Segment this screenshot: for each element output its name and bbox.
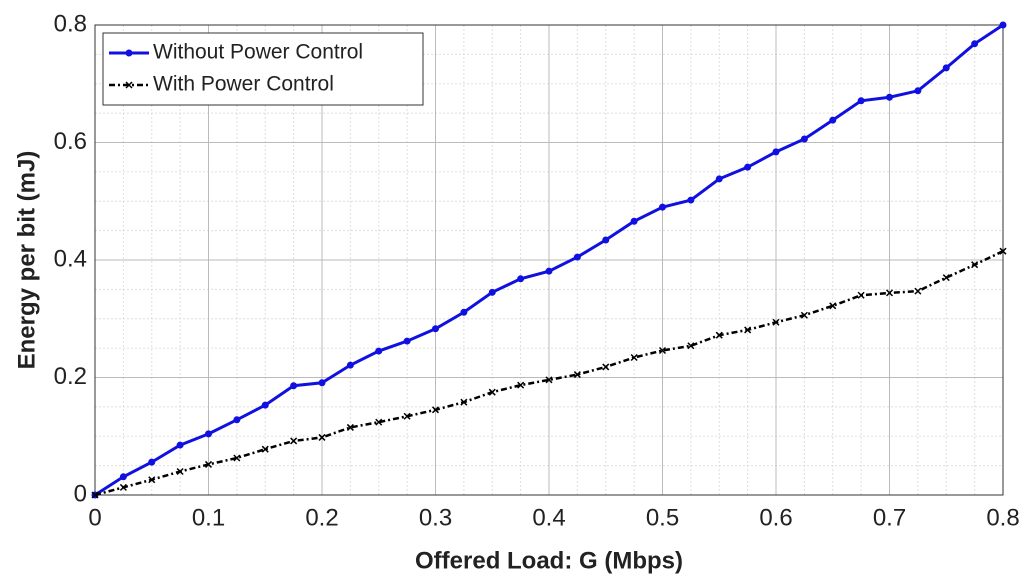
point <box>971 40 979 48</box>
point <box>148 476 156 484</box>
x-tick-label: 0.8 <box>986 504 1019 531</box>
point <box>800 135 808 143</box>
point <box>176 467 184 476</box>
legend-marker <box>125 81 133 89</box>
point <box>829 116 837 124</box>
point <box>744 326 752 334</box>
point <box>999 247 1007 255</box>
y-tick-label: 0.4 <box>54 245 87 272</box>
point <box>630 217 638 225</box>
point <box>545 267 553 275</box>
point <box>205 430 212 438</box>
point <box>517 381 525 389</box>
y-tick-label: 0 <box>74 480 87 507</box>
point <box>148 458 156 466</box>
legend-box <box>102 32 424 106</box>
point <box>630 353 638 362</box>
point <box>715 175 723 183</box>
x-tick-label: 0.1 <box>192 504 225 531</box>
point <box>233 454 241 462</box>
x-tick-label: 0 <box>88 504 101 531</box>
point <box>517 275 525 283</box>
point <box>687 196 695 204</box>
point <box>602 363 610 371</box>
point <box>346 361 354 369</box>
point <box>375 347 383 355</box>
x-tick-label: 0.6 <box>759 504 792 531</box>
point <box>658 346 667 355</box>
y-tick-label: 0.6 <box>54 128 87 155</box>
point <box>971 261 979 269</box>
point <box>772 318 780 326</box>
x-tick-label: 0.2 <box>305 504 338 531</box>
point <box>715 331 723 339</box>
axes-box <box>94 24 1004 496</box>
point <box>431 406 440 414</box>
legend-marker <box>125 49 133 57</box>
point <box>800 311 808 319</box>
point <box>290 437 298 445</box>
point <box>432 325 439 333</box>
point <box>460 308 468 316</box>
point <box>318 379 326 387</box>
point <box>375 418 383 426</box>
point <box>261 401 269 409</box>
point <box>857 291 865 299</box>
x-tick-label: 0.7 <box>873 504 906 531</box>
y-axis-label: Energy per bit (mJ) <box>13 151 40 370</box>
point <box>233 416 241 424</box>
point <box>290 382 298 390</box>
y-tick-label: 0.2 <box>54 363 87 390</box>
point <box>346 423 354 431</box>
point <box>942 274 950 282</box>
point <box>488 288 496 296</box>
x-tick-label: 0.4 <box>532 504 565 531</box>
point <box>261 445 269 453</box>
point <box>857 97 865 105</box>
legend-label: With Power Control <box>153 73 334 96</box>
point <box>545 376 553 384</box>
point <box>914 287 922 295</box>
point <box>119 473 127 481</box>
point <box>318 433 326 441</box>
point <box>914 87 922 95</box>
point <box>886 93 893 101</box>
x-tick-label: 0.5 <box>646 504 679 531</box>
point <box>744 163 752 171</box>
point <box>91 491 99 499</box>
point <box>488 388 496 396</box>
point <box>602 236 610 244</box>
point <box>659 203 666 211</box>
point <box>942 64 950 72</box>
x-tick-label: 0.3 <box>419 504 452 531</box>
point <box>403 412 411 420</box>
x-axis-label: Offered Load: G (Mbps) <box>415 547 683 574</box>
point <box>573 371 581 379</box>
point <box>687 342 695 350</box>
point <box>403 337 411 345</box>
point <box>204 460 213 468</box>
series-line <box>94 250 1004 497</box>
point <box>829 302 837 310</box>
legend: Without Power Control With Power Control <box>102 32 424 106</box>
legend-label: Without Power Control <box>153 41 363 64</box>
y-tick-label: 0.8 <box>54 10 87 37</box>
point <box>999 21 1007 29</box>
point <box>573 253 581 261</box>
point <box>176 441 184 449</box>
point <box>119 483 127 491</box>
point <box>460 398 468 406</box>
point <box>772 148 780 156</box>
point <box>885 289 894 297</box>
